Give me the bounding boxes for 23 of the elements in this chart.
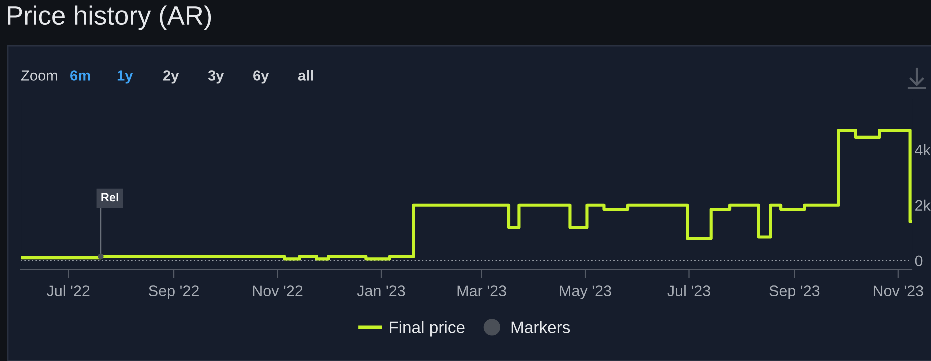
y-tick-label: 0 <box>915 256 923 267</box>
y-tick-label: 2k <box>916 200 931 211</box>
legend-label: Final price <box>390 321 465 337</box>
x-tick-label: May '23 <box>560 286 612 300</box>
text: 6y <box>254 70 270 84</box>
x-tick-label: Jul '23 <box>668 285 710 296</box>
x-tick-label: Nov '22 <box>253 286 303 296</box>
text: Zoom <box>21 70 58 81</box>
text: 1y <box>118 70 134 84</box>
x-tick-label: Sep '22 <box>149 286 199 300</box>
text: all <box>298 70 314 81</box>
legend-label: Markers <box>512 321 570 334</box>
x-tick-label: Mar '23 <box>458 286 506 296</box>
y-tick-label: 4k <box>915 144 931 156</box>
x-tick-label: Nov '23 <box>874 286 924 296</box>
text: 3y <box>208 70 224 84</box>
x-tick-label: Jul '22 <box>47 285 90 296</box>
chart-title: Price history (AR) <box>8 6 212 30</box>
annotation: Rel <box>102 192 118 202</box>
x-tick-label: Jan '23 <box>357 286 406 296</box>
x-tick-label: Sep '23 <box>770 286 820 300</box>
text: 6m <box>70 70 90 81</box>
text: 2y <box>164 70 180 84</box>
